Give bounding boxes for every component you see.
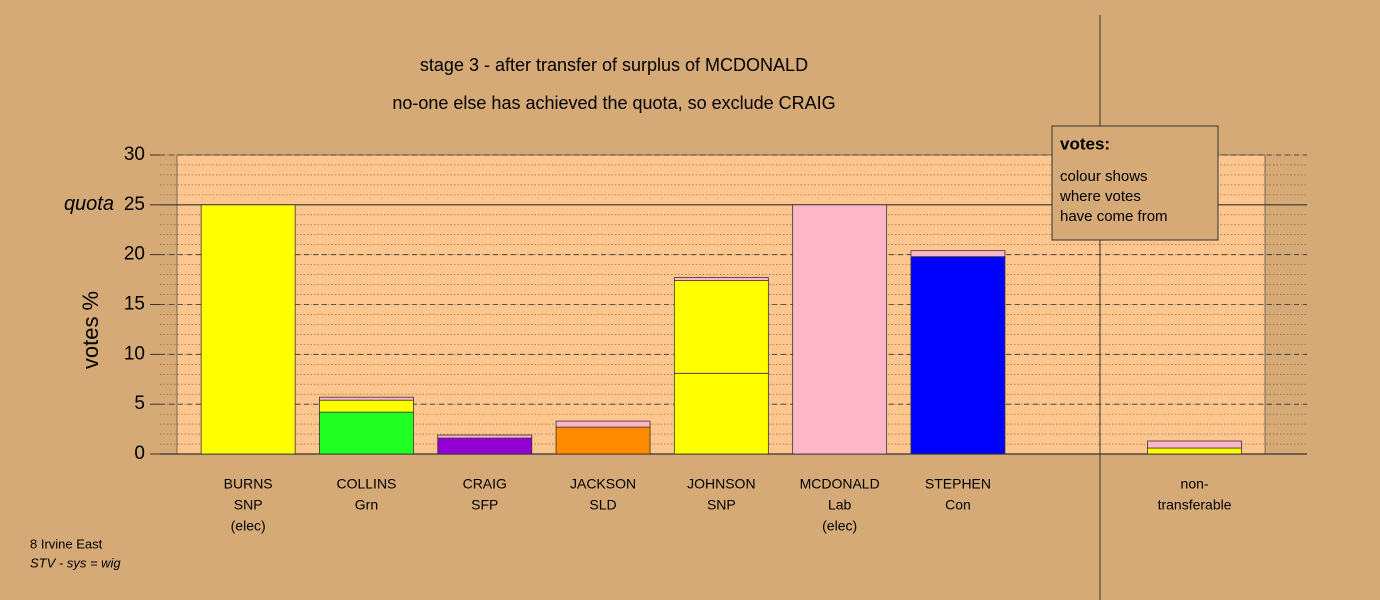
- x-tick-label: SFP: [471, 497, 498, 513]
- chart-title: stage 3 - after transfer of surplus of M…: [420, 55, 808, 75]
- y-axis-label: votes %: [78, 291, 103, 369]
- y-tick-label: 30: [124, 144, 145, 165]
- y-tick-label: 5: [134, 393, 145, 414]
- bar-segment: [319, 411, 414, 455]
- y-tick-label: 15: [124, 294, 145, 315]
- x-tick-label: Con: [945, 497, 971, 513]
- x-tick-label: JOHNSON: [687, 476, 755, 492]
- bar-segment: [1147, 440, 1242, 449]
- bar-segment: [555, 420, 651, 428]
- x-tick-label: SNP: [234, 497, 263, 513]
- quota-label: quota: [64, 193, 114, 215]
- y-tick-label: 25: [124, 194, 145, 215]
- x-tick-label: JACKSON: [570, 476, 636, 492]
- bar-segment: [673, 372, 769, 455]
- legend-box: [1051, 125, 1219, 241]
- x-tick-label: SLD: [589, 497, 616, 513]
- bar-segment: [792, 204, 888, 455]
- y-tick-label: 0: [134, 443, 145, 464]
- bar-segment: [910, 250, 1006, 258]
- x-tick-label: STEPHEN: [925, 476, 991, 492]
- legend-text: have come from: [1060, 208, 1168, 225]
- x-tick-label: SNP: [707, 497, 736, 513]
- x-tick-label: non-: [1181, 476, 1209, 492]
- bar-segment: [910, 256, 1006, 455]
- bar-segment: [200, 204, 296, 455]
- bar-segment: [437, 437, 533, 455]
- x-tick-label: (elec): [822, 518, 857, 534]
- x-tick-label: COLLINS: [336, 476, 396, 492]
- bar-segment: [319, 396, 414, 401]
- x-tick-label: BURNS: [224, 476, 273, 492]
- y-tick-label: 20: [124, 244, 145, 265]
- bar-segment: [319, 399, 414, 413]
- bar-segment: [673, 277, 769, 281]
- bar-segment: [437, 434, 533, 439]
- x-tick-label: (elec): [231, 518, 266, 534]
- bar-segment: [555, 426, 651, 455]
- footer: 8 Irvine East: [30, 536, 103, 551]
- bar-segment: [673, 280, 769, 374]
- legend-text: where votes: [1059, 188, 1141, 205]
- y-tick-label: 10: [124, 343, 145, 364]
- x-tick-label: MCDONALD: [800, 476, 880, 492]
- legend-text: colour shows: [1060, 168, 1148, 185]
- x-tick-label: Grn: [355, 497, 378, 513]
- x-tick-label: transferable: [1158, 497, 1232, 513]
- chart-subtitle: no-one else has achieved the quota, so e…: [392, 93, 835, 113]
- bar-segment: [1147, 447, 1242, 455]
- legend-title: votes:: [1060, 134, 1110, 153]
- x-tick-label: CRAIG: [463, 476, 507, 492]
- footer: STV - sys = wig: [30, 555, 121, 570]
- x-tick-label: Lab: [828, 497, 852, 513]
